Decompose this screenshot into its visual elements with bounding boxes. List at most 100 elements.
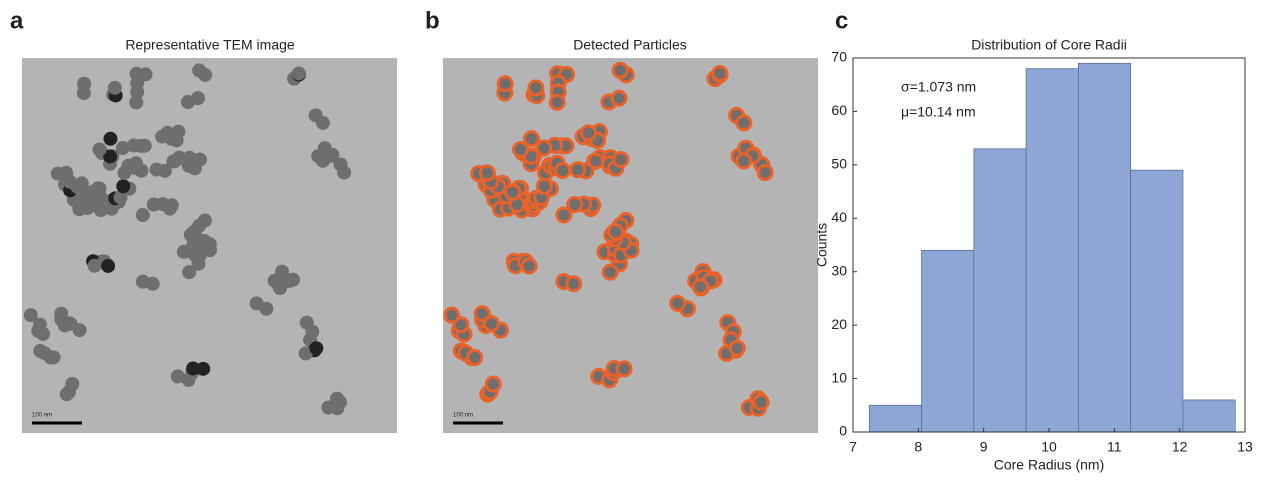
bar [1026,69,1078,432]
particle [93,142,107,156]
particle [603,265,617,279]
image-title: Representative TEM image [125,37,295,53]
particle [188,225,202,239]
x-tick-label: 11 [1107,439,1122,455]
particle [196,362,210,376]
particle [498,77,512,91]
particle [150,163,164,177]
particle [614,153,628,167]
particle [693,280,707,294]
particle [250,296,264,310]
bar [1078,63,1130,432]
particle [129,95,143,109]
particle [529,81,543,95]
particle [609,225,623,239]
y-tick-label: 20 [831,316,847,332]
annotation: μ=10.14 nm [901,104,976,120]
panel-label: b [425,7,440,34]
x-axis-label: Core Radius (nm) [994,457,1104,473]
bar [1183,400,1235,432]
x-tick-label: 9 [980,439,988,455]
particle [484,317,498,331]
particle [316,154,330,168]
particle [65,377,79,391]
particle [713,66,727,80]
panel-label: c [835,7,848,34]
particle [524,132,538,146]
y-tick-label: 30 [831,262,847,278]
particle [337,166,351,180]
y-tick-label: 50 [831,156,847,172]
bar [922,250,974,432]
particle [737,154,751,168]
scale-bar-label: 100 nm [453,413,473,419]
particle [101,259,115,273]
particle [103,132,117,146]
particle [191,91,205,105]
particle [59,166,73,180]
particle [754,395,768,409]
particle [758,166,772,180]
particle [613,63,627,77]
particle [116,179,130,193]
particle [486,377,500,391]
particle [671,296,685,310]
y-tick-label: 10 [831,369,847,385]
particle [522,259,536,273]
particle [292,66,306,80]
particle [737,116,751,130]
figure: a b c Representative TEM image Detected … [0,0,1264,477]
chart-title: Distribution of Core Radii [971,37,1127,53]
particle [24,308,38,322]
particle [333,395,347,409]
bar [869,405,921,432]
annotation: σ=1.073 nm [901,79,976,95]
particle [193,153,207,167]
particle [136,208,150,222]
particle [135,164,149,178]
particle [445,308,459,322]
y-axis-label: Counts [814,223,830,267]
particle [89,198,103,212]
y-tick-label: 40 [831,209,847,225]
x-tick-label: 7 [849,439,857,455]
particle [182,265,196,279]
particle [537,179,551,193]
particle [63,317,77,331]
histogram: Distribution of Core Radii 0 10 20 30 40 50 60 7… [814,37,1253,473]
y-tick-label: 60 [831,102,847,118]
particle [480,166,494,180]
bar [1131,170,1183,432]
particle [192,63,206,77]
y-tick-label: 0 [839,423,847,439]
particle [612,91,626,105]
y-tick-label: 70 [831,49,847,65]
particle [556,164,570,178]
particle [468,350,482,364]
particle [47,350,61,364]
x-tick-label: 10 [1041,439,1057,455]
bar [974,149,1026,432]
particle [567,277,581,291]
particle [146,277,160,291]
particle [506,185,520,199]
particle [571,163,585,177]
particle [309,341,323,355]
x-tick-label: 12 [1172,439,1188,455]
scale-bar-label: 100 nm [32,413,52,419]
particle [77,77,91,91]
particle [316,116,330,130]
particle [730,341,744,355]
x-tick-label: 8 [914,439,922,455]
particle [85,185,99,199]
x-tick-label: 13 [1237,439,1253,455]
particle [160,126,174,140]
particle [557,208,571,222]
panel-label: a [10,7,24,34]
particle [617,362,631,376]
particle [147,198,161,212]
particle [272,280,286,294]
particle [550,95,564,109]
particle [108,81,122,95]
image-title: Detected Particles [573,37,687,53]
